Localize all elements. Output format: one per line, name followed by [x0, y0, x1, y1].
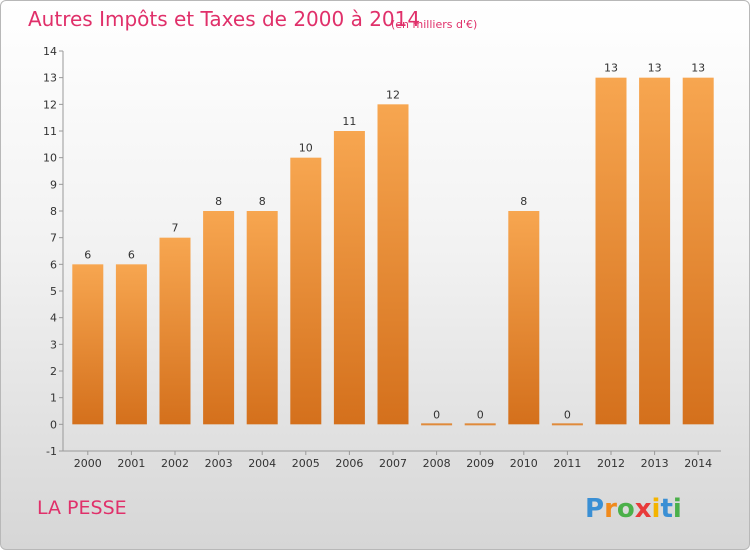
bar-2004 — [246, 211, 278, 425]
y-tick-label: 11 — [43, 125, 57, 138]
y-tick-label: 14 — [43, 45, 57, 58]
data-label-2003: 8 — [215, 195, 222, 208]
bar-2000 — [72, 264, 104, 425]
bar-2014 — [682, 77, 714, 425]
y-tick-label: 5 — [50, 285, 57, 298]
data-label-2011: 0 — [564, 408, 571, 421]
data-label-2007: 12 — [386, 88, 400, 101]
svg-text:Proxiti: Proxiti — [585, 494, 682, 524]
data-label-2002: 7 — [172, 222, 179, 235]
bar-2013 — [639, 77, 671, 425]
data-label-2006: 11 — [342, 115, 356, 128]
y-tick-label: 3 — [50, 338, 57, 351]
x-tick-label-2012: 2012 — [597, 457, 625, 470]
y-tick-label: 8 — [50, 205, 57, 218]
y-tick-label: 6 — [50, 258, 57, 271]
data-label-2000: 6 — [84, 248, 91, 261]
y-tick-label: 13 — [43, 72, 57, 85]
x-tick-label-2000: 2000 — [74, 457, 102, 470]
commune-name: LA PESSE — [37, 497, 127, 519]
x-tick-label-2013: 2013 — [641, 457, 669, 470]
y-tick-label: 1 — [50, 392, 57, 405]
chart-subtitle: (en milliers d'€) — [391, 18, 478, 31]
bar-2006 — [333, 131, 365, 425]
x-tick-label-2003: 2003 — [205, 457, 233, 470]
y-tick-label: -1 — [46, 445, 57, 458]
y-tick-label: 7 — [50, 232, 57, 245]
chart-bars: 6 6 7 8 8 10 11 12 0 0 8 0 13 13 13 — [72, 62, 714, 426]
x-tick-label-2009: 2009 — [466, 457, 494, 470]
data-label-2010: 8 — [520, 195, 527, 208]
bar-2002 — [159, 237, 191, 425]
y-tick-label: 4 — [50, 312, 57, 325]
bar-2012 — [595, 77, 627, 425]
x-tick-label-2002: 2002 — [161, 457, 189, 470]
x-tick-label-2008: 2008 — [423, 457, 451, 470]
data-label-2001: 6 — [128, 248, 135, 261]
bar-2007 — [377, 104, 409, 425]
bar-2011 — [551, 423, 583, 426]
data-label-2012: 13 — [604, 62, 618, 75]
x-tick-label-2007: 2007 — [379, 457, 407, 470]
x-tick-label-2005: 2005 — [292, 457, 320, 470]
bar-2003 — [203, 211, 235, 425]
proxiti-logo: Proxiti — [585, 494, 682, 524]
bar-2005 — [290, 157, 322, 425]
data-label-2005: 10 — [299, 142, 313, 155]
x-tick-label-2006: 2006 — [335, 457, 363, 470]
data-label-2008: 0 — [433, 408, 440, 421]
bar-2010 — [508, 211, 540, 425]
bar-2009 — [464, 423, 496, 426]
data-label-2013: 13 — [648, 62, 662, 75]
y-tick-label: 10 — [43, 152, 57, 165]
x-tick-label-2004: 2004 — [248, 457, 276, 470]
data-label-2009: 0 — [477, 408, 484, 421]
y-tick-label: 2 — [50, 365, 57, 378]
x-tick-label-2001: 2001 — [117, 457, 145, 470]
bar-2008 — [421, 423, 453, 426]
bar-2001 — [115, 264, 147, 425]
x-tick-label-2011: 2011 — [553, 457, 581, 470]
data-label-2014: 13 — [691, 62, 705, 75]
y-tick-label: 0 — [50, 418, 57, 431]
x-tick-label-2010: 2010 — [510, 457, 538, 470]
x-tick-label-2014: 2014 — [684, 457, 712, 470]
y-tick-label: 12 — [43, 98, 57, 111]
data-label-2004: 8 — [259, 195, 266, 208]
y-tick-label: 9 — [50, 178, 57, 191]
chart-title: Autres Impôts et Taxes de 2000 à 2014 — [28, 7, 421, 31]
